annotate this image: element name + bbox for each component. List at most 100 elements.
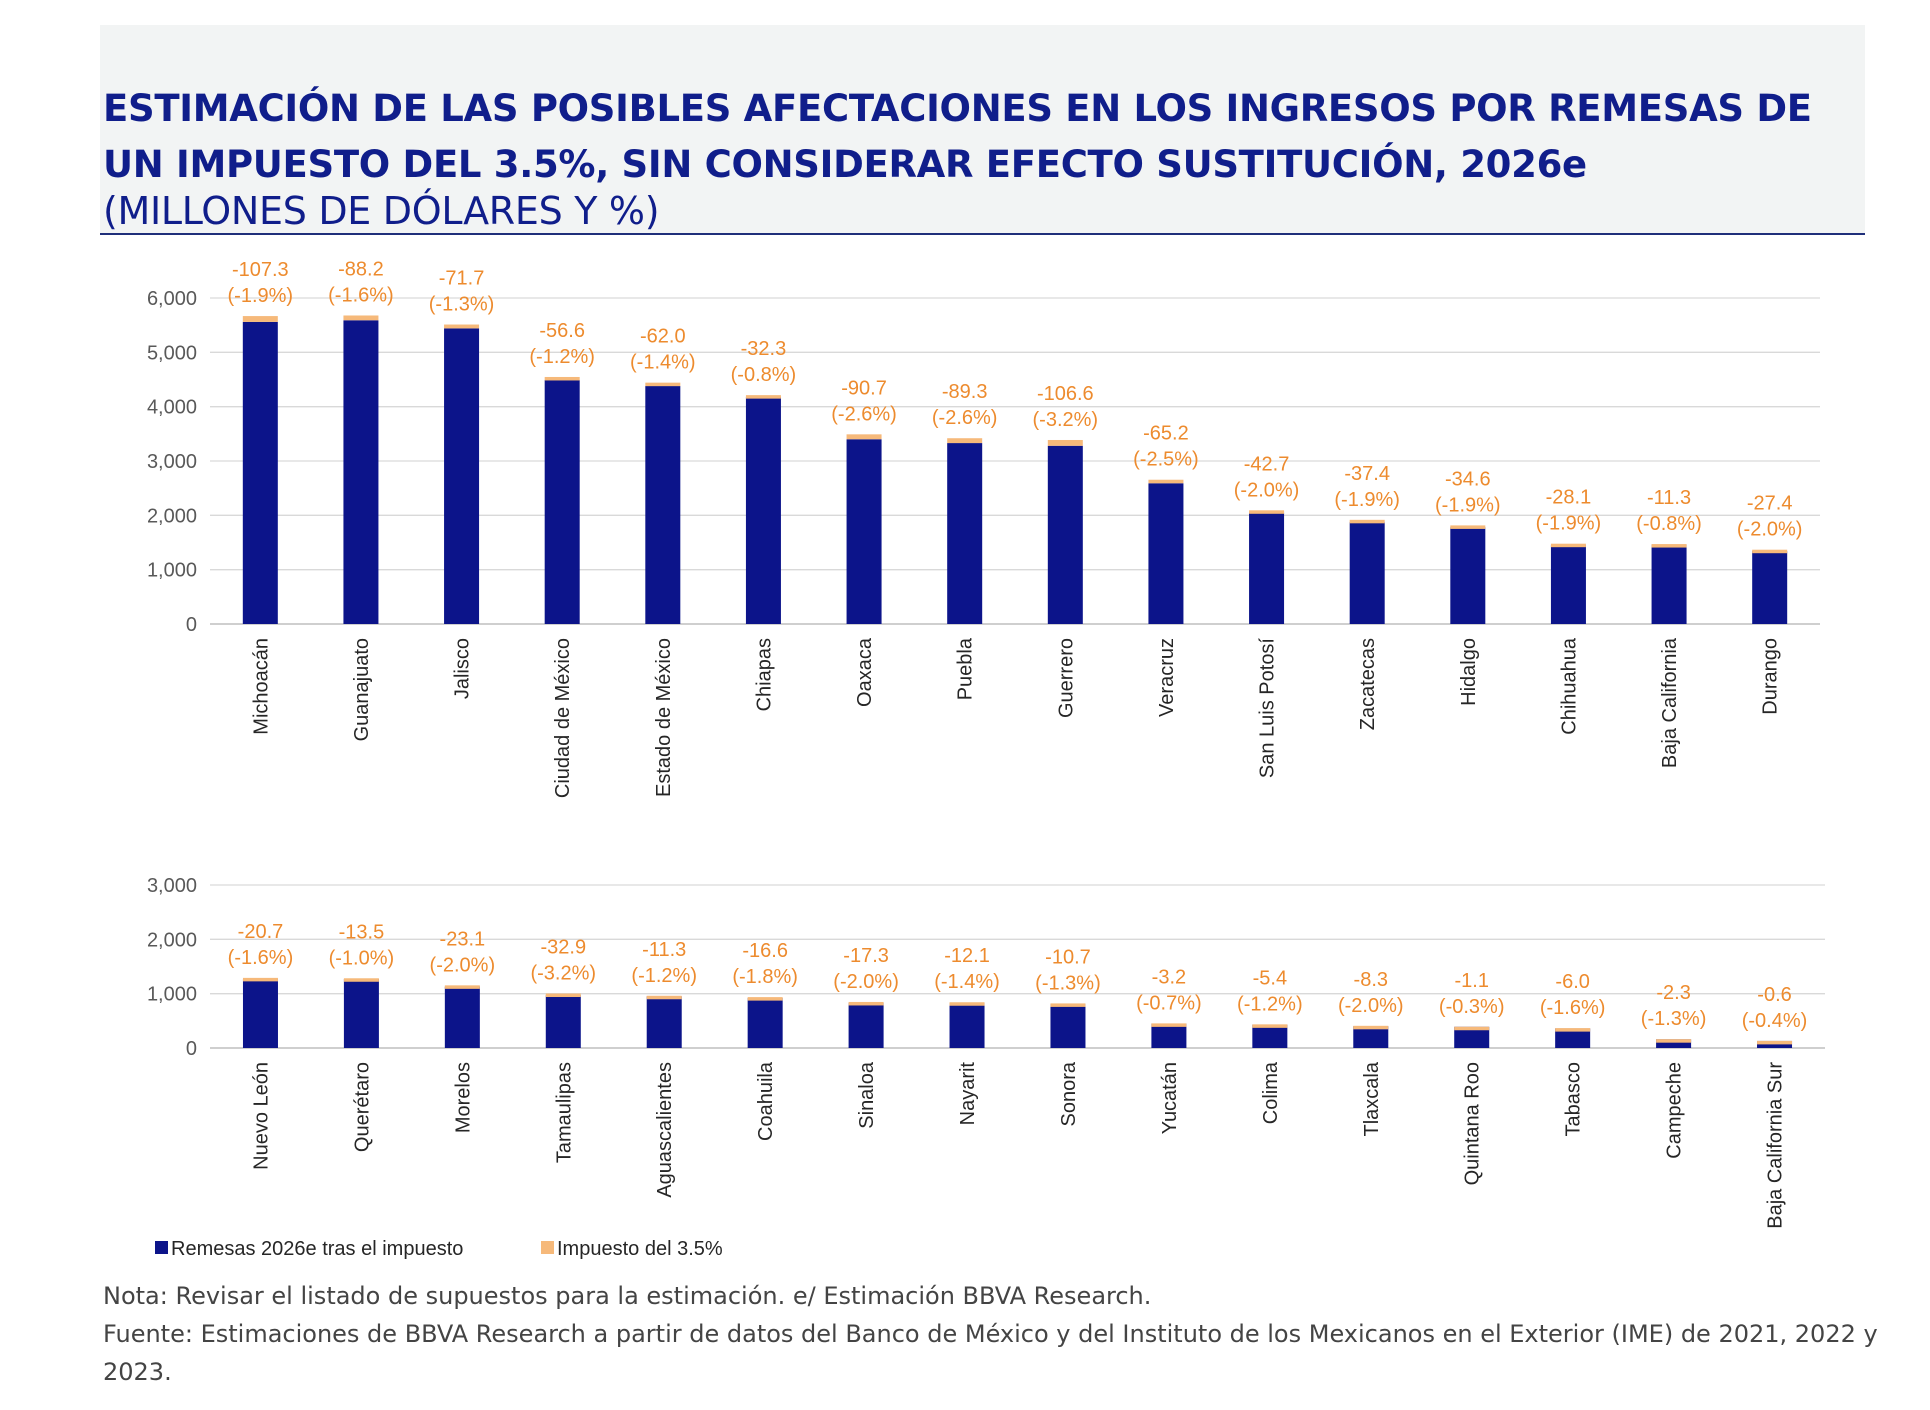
category-label: Veracruz: [1156, 638, 1178, 717]
bar-remesas: [1047, 445, 1083, 624]
bar-impuesto: [848, 1001, 884, 1006]
category-label: Chihuahua: [1558, 637, 1580, 735]
bar-remesas: [1752, 551, 1788, 624]
bar-remesas: [343, 978, 379, 1048]
data-label-percent: (-1.2%): [1237, 993, 1303, 1015]
chart-title: ESTIMACIÓN DE LAS POSIBLES AFECTACIONES …: [103, 87, 1812, 186]
legend: Remesas 2026e tras el impuesto Impuesto d…: [155, 1238, 723, 1260]
data-label-percent: (-1.9%): [1334, 489, 1400, 511]
legend-label: Remesas 2026e tras el impuesto: [171, 1238, 463, 1260]
data-label-percent: (-2.0%): [430, 954, 496, 976]
bar-remesas: [645, 386, 681, 624]
bar-impuesto: [1450, 525, 1486, 529]
bar-remesas: [1148, 483, 1184, 624]
data-label-percent: (-2.6%): [831, 403, 897, 425]
data-label-percent: (-3.2%): [1033, 409, 1099, 431]
bar-impuesto: [1151, 1023, 1187, 1027]
data-label-value: -37.4: [1344, 463, 1390, 485]
category-label: Coahuila: [755, 1061, 777, 1141]
note-text: Nota: Revisar el listado de supuestos pa…: [103, 1282, 1152, 1310]
bar-remesas: [947, 443, 983, 624]
data-label-value: -56.6: [539, 320, 585, 342]
data-label-percent: (-1.6%): [328, 284, 394, 306]
data-label-value: -13.5: [339, 921, 385, 943]
data-label-value: -0.6: [1757, 984, 1791, 1006]
data-label-value: -65.2: [1143, 423, 1189, 445]
bar-impuesto: [947, 438, 983, 444]
data-label-value: -28.1: [1546, 487, 1592, 509]
chart-panel-2: 0 1,000 2,000 3,000 (-1.6%) -20.7 Nuevo León (-…: [147, 875, 1825, 1229]
data-label-percent: (-3.2%): [530, 963, 596, 985]
category-label: Hidalgo: [1458, 638, 1480, 706]
y-tick-label: 2,000: [147, 929, 197, 951]
bar-impuesto: [1752, 549, 1788, 554]
data-label-value: -107.3: [232, 259, 289, 281]
data-label-value: -12.1: [944, 945, 990, 967]
category-label: Campeche: [1664, 1062, 1686, 1159]
category-label: Guerrero: [1055, 638, 1077, 718]
category-label: Puebla: [955, 637, 977, 700]
data-label-value: -3.2: [1152, 966, 1186, 988]
bar-remesas: [1651, 544, 1687, 624]
bar-remesas: [745, 396, 781, 624]
data-label-value: -8.3: [1354, 969, 1388, 991]
data-label-percent: (-1.2%): [631, 965, 697, 987]
bar-remesas: [1249, 512, 1285, 624]
bar-impuesto: [949, 1002, 985, 1006]
bar-impuesto: [1050, 1003, 1086, 1007]
bar-remesas: [1656, 1039, 1692, 1048]
data-label-value: -32.9: [540, 937, 586, 959]
legend-swatch: [541, 1241, 554, 1254]
data-label-percent: (-1.8%): [732, 966, 798, 988]
bar-remesas: [1550, 545, 1586, 624]
data-label-value: -42.7: [1244, 453, 1290, 475]
bar-remesas: [1454, 1026, 1490, 1048]
data-label-value: -5.4: [1253, 967, 1287, 989]
category-label: Jalisco: [452, 638, 474, 699]
category-label: Tamaulipas: [553, 1062, 575, 1163]
data-label-value: -32.3: [741, 338, 787, 360]
y-tick-label: 5,000: [147, 342, 197, 364]
data-label-percent: (-1.3%): [1641, 1008, 1707, 1030]
data-label-value: -20.7: [238, 921, 284, 943]
legend-label: Impuesto del 3.5%: [557, 1238, 723, 1260]
y-tick-label: 6,000: [147, 288, 197, 310]
category-label: Chiapas: [753, 638, 775, 711]
data-label-percent: (-1.3%): [429, 294, 495, 316]
bar-remesas: [545, 995, 581, 1048]
data-label-value: -90.7: [841, 377, 887, 399]
bar-remesas: [1757, 1040, 1793, 1048]
category-label: Nuevo León: [250, 1062, 272, 1170]
data-label-percent: (-0.8%): [1636, 513, 1702, 535]
data-label-percent: (-2.0%): [833, 971, 899, 993]
category-label: Michoacán: [250, 638, 272, 735]
chart-panel-1: 0 1,000 2,000 3,000 4,000 5,000 6,000 (-1.9%) -1…: [147, 258, 1820, 798]
category-label: Tabasco: [1563, 1062, 1585, 1137]
bar-remesas: [846, 439, 882, 624]
data-label-value: -62.0: [640, 326, 686, 348]
bar-remesas: [1555, 1028, 1591, 1048]
data-label-percent: (-0.3%): [1439, 996, 1505, 1018]
bar-impuesto: [444, 985, 480, 989]
data-label-value: -17.3: [843, 945, 889, 967]
data-label-percent: (-1.3%): [1035, 972, 1101, 994]
data-label-value: -16.6: [742, 940, 788, 962]
data-label-percent: (-1.6%): [1540, 997, 1606, 1019]
category-label: Guanajuato: [351, 638, 373, 741]
bar-remesas: [444, 986, 480, 1048]
category-label: Baja California: [1659, 637, 1681, 768]
bar-remesas: [544, 380, 580, 624]
category-label: Oaxaca: [854, 637, 876, 707]
chart-header: ESTIMACIÓN DE LAS POSIBLES AFECTACIONES …: [100, 25, 1865, 235]
footnotes: Nota: Revisar el listado de supuestos pa…: [103, 1277, 1883, 1391]
y-tick-label: 3,000: [147, 875, 197, 897]
category-label: Querétaro: [351, 1062, 373, 1152]
bar-impuesto: [242, 316, 278, 322]
y-tick-label: 1,000: [147, 984, 197, 1006]
data-label-percent: (-2.0%): [1234, 479, 1300, 501]
data-label-percent: (-2.5%): [1133, 449, 1199, 471]
bar-remesas: [1252, 1024, 1288, 1048]
data-label-percent: (-0.4%): [1742, 1010, 1808, 1032]
data-label-value: -23.1: [440, 928, 486, 950]
y-tick-label: 0: [186, 614, 197, 636]
